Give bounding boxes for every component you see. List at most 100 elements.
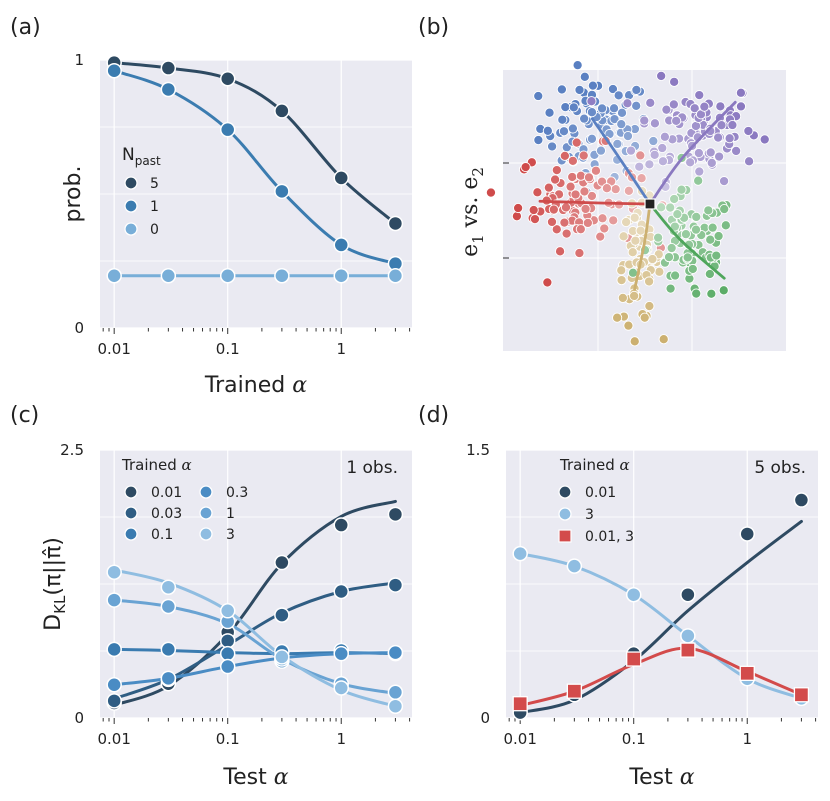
panel-b: e1 vs. e2 — [458, 60, 786, 351]
panel-b-ylabel: e1 vs. e2 — [458, 167, 487, 257]
panel-b-point-green — [680, 229, 691, 240]
panel-d-legend-label-3: 3 — [585, 507, 594, 523]
panel-b-point-green — [711, 250, 722, 261]
panel-b-point-red — [560, 202, 572, 213]
panel-b-point-blue — [533, 134, 544, 146]
panel-b-point-purple — [586, 96, 597, 107]
panel-b-point-green — [713, 231, 724, 242]
panel-b-point-red — [590, 165, 602, 176]
c-point-1 — [387, 684, 404, 701]
c-point-0.3 — [219, 658, 236, 675]
panel-b-point-purple — [727, 119, 738, 131]
panel-c-legend-title: Trained α — [121, 456, 192, 474]
panel-b-point-green — [690, 224, 702, 235]
panel-b-point-green — [665, 283, 676, 294]
panel-a-legend-marker-5 — [124, 176, 138, 190]
panel-b-point-red — [532, 187, 543, 198]
a-point-0 — [387, 267, 404, 284]
panel-d-letter: (d) — [418, 403, 449, 428]
panel-b-point-green — [663, 252, 675, 263]
panel-d-legend-label-0.01: 0.01 — [585, 485, 616, 501]
panel-b-point-green — [719, 204, 730, 215]
panel-b-point-purple — [744, 156, 755, 167]
panel-b-point-red — [571, 137, 582, 148]
panel-b-point-red — [485, 187, 496, 198]
panel-b-point-green — [672, 209, 683, 220]
a-point-0 — [219, 267, 236, 284]
panel-b-point-yellow — [627, 247, 638, 258]
panel-b-point-yellow — [618, 231, 629, 242]
panel-b-point-red — [550, 174, 561, 185]
panel-b-point-purple — [694, 90, 705, 101]
panel-c-legend-marker-0.03 — [124, 506, 138, 520]
panel-c-legend-label-3: 3 — [226, 527, 235, 543]
panel-b-point-purple — [715, 101, 726, 112]
panel-b-point-green — [670, 270, 681, 281]
a-point-5 — [219, 71, 236, 87]
panel-b-point-red — [567, 171, 578, 183]
a-y-tick-label: 1 — [74, 51, 84, 69]
panel-b-point-purple — [735, 101, 747, 112]
panel-b-point-yellow — [635, 225, 646, 236]
panel-a-series — [106, 54, 404, 284]
panel-b-point-blue — [579, 71, 590, 82]
panel-d-grid — [506, 449, 818, 719]
panel-b-point-red — [520, 162, 531, 173]
c-point-3 — [160, 579, 177, 595]
panel-b-point-purple — [671, 115, 682, 126]
panel-c: 0.01 0.1 1 02.5 1 obs. Test α DKL(π||π̂) T… — [41, 441, 412, 790]
panel-b-point-red — [586, 190, 597, 202]
panel-c-series — [106, 499, 404, 714]
panel-a-x-ticks: 0.01 0.1 1 — [97, 340, 346, 358]
c-point-0.1 — [160, 641, 177, 658]
panel-b-point-blue — [560, 102, 571, 113]
panel-b-point-red — [574, 247, 585, 259]
panel-b-point-purple — [685, 157, 696, 168]
panel-b-point-green — [703, 205, 714, 216]
c-point-0.01 — [333, 517, 349, 533]
panel-b-point-red — [513, 202, 524, 214]
panel-a-legend-title: Npast — [122, 145, 161, 168]
panel-a-legend-label-5: 5 — [150, 176, 159, 192]
panel-b-trend-blue — [590, 117, 652, 206]
panel-b-point-yellow — [623, 320, 634, 331]
panel-c-legend-label-0.3: 0.3 — [226, 485, 248, 501]
c-point-0.03 — [106, 693, 122, 709]
panel-b-point-purple — [699, 101, 710, 112]
panel-d-legend: Trained α 0.01 3 0.01, 3 — [558, 456, 634, 545]
panel-b-point-green — [682, 252, 693, 263]
panel-b-point-yellow — [644, 276, 655, 287]
panel-b-trends — [538, 100, 737, 291]
panel-b-point-red — [561, 228, 572, 239]
panel-d: 0.01 0.1 1 01.5 5 obs. Test α Trained α 0.… — [466, 441, 818, 790]
panel-b-point-blue — [622, 131, 634, 142]
panel-b-point-blue — [568, 102, 579, 113]
panel-b-point-blue — [631, 100, 642, 111]
a-point-1 — [274, 183, 290, 200]
panel-b-point-red — [583, 172, 595, 183]
a-point-0 — [333, 267, 349, 284]
c-point-0.03 — [219, 633, 236, 649]
panel-b-point-purple — [716, 120, 727, 131]
panel-c-legend: Trained α 0.01 0.03 0.1 0.3 1 3 — [121, 456, 248, 543]
panel-b-center-marker — [644, 198, 656, 210]
panel-c-legend-marker-1 — [199, 506, 213, 520]
panel-b-point-yellow — [621, 217, 632, 228]
panel-b-point-blue — [533, 90, 544, 102]
panel-b-point-blue — [586, 107, 597, 118]
d-y-tick-label: 1.5 — [466, 441, 490, 459]
panel-c-minor-ticks — [102, 718, 411, 724]
panel-b-point-green — [706, 288, 717, 299]
c-point-0.3 — [160, 670, 177, 687]
panel-c-legend-label-1: 1 — [226, 506, 235, 522]
c-point-3 — [387, 698, 404, 714]
panel-d-legend-title: Trained α — [559, 456, 630, 474]
panel-d-minor-ticks — [508, 718, 817, 724]
panel-d-x-ticks: 0.01 0.1 1 — [503, 730, 752, 748]
d-point-0.01, 3 — [626, 651, 642, 667]
panel-b-point-yellow — [629, 290, 640, 301]
a-x-tick-label: 0.01 — [97, 340, 130, 358]
panel-b-point-blue — [607, 83, 618, 95]
panel-b-point-purple — [735, 87, 746, 98]
panel-b-letter: (b) — [418, 15, 449, 40]
